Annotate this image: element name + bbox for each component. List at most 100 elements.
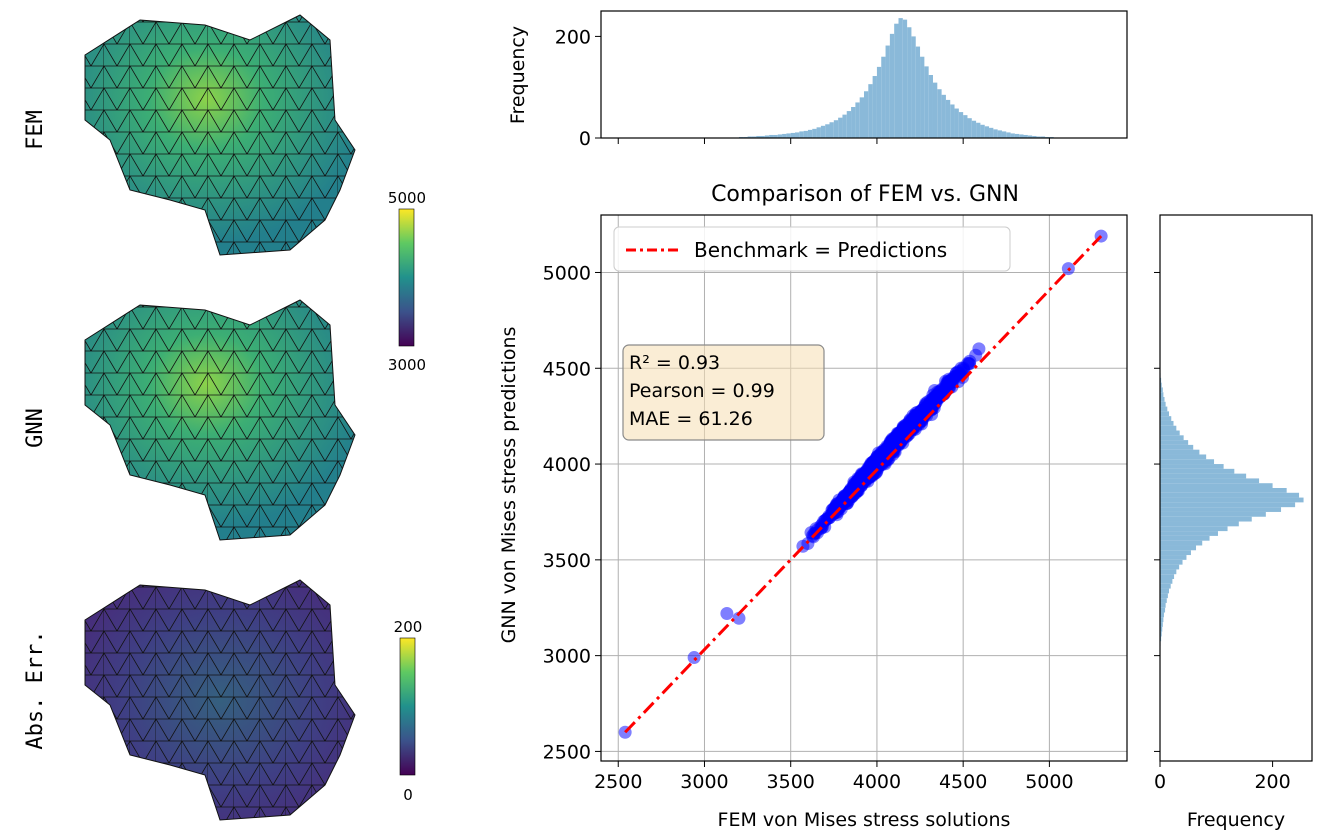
right-hist-bar (1160, 411, 1170, 417)
top-hist-bar (1014, 133, 1020, 138)
scatter-point (972, 342, 986, 356)
scatter-point (859, 465, 873, 479)
stat-mae: MAE = 61.26 (629, 408, 753, 430)
top-hist-bar (807, 129, 813, 138)
scatter-xlabel: FEM von Mises stress solutions (718, 809, 1011, 831)
top-hist-bar (868, 84, 873, 138)
top-hist-bar (911, 36, 916, 138)
top-hist-bar (859, 97, 864, 138)
scatter-point (912, 416, 926, 430)
top-hist-bar (851, 107, 856, 138)
scatter-point (934, 386, 948, 400)
top-hist-bar (872, 76, 877, 138)
scatter-point (720, 606, 734, 620)
top-hist-ylabel: Frequency (507, 26, 529, 124)
scatter-point (687, 651, 701, 665)
top-hist-bar (950, 104, 955, 138)
right-hist-bar (1160, 607, 1166, 613)
scatter-point (868, 454, 882, 468)
right-hist-bar (1160, 382, 1162, 388)
right-hist-xticks: 0 200 (1154, 761, 1291, 793)
top-hist-bar (777, 134, 783, 138)
right-hist-bar (1160, 444, 1194, 450)
right-hist-bar (1160, 540, 1203, 546)
right-hist-bar (1160, 454, 1207, 460)
right-x-tick-label: 0 (1154, 771, 1166, 793)
y-tick-label: 2500 (543, 741, 591, 763)
top-y-tick-label: 0 (579, 128, 591, 150)
top-hist-bar (876, 66, 882, 138)
x-tick-label: 3500 (767, 771, 815, 793)
top-hist-bar (1019, 134, 1024, 138)
y-tick-label: 3500 (543, 550, 591, 572)
right-hist-bar (1160, 468, 1235, 474)
top-hist-bars (730, 18, 1059, 139)
top-hist-bar (751, 136, 757, 138)
top-hist-bar (920, 56, 925, 138)
right-hist-bar (1160, 511, 1266, 517)
scatter-point (732, 611, 746, 625)
right-hist-bar (1160, 397, 1165, 402)
right-hist-bar (1160, 406, 1168, 412)
top-hist-yticks: 0 200 (555, 26, 601, 150)
right-hist-bar (1160, 483, 1273, 488)
right-hist-bar (1160, 516, 1252, 522)
top-hist-bar (945, 99, 951, 138)
right-hist-bars (1160, 373, 1304, 647)
right-hist-bar (1160, 631, 1162, 637)
top-hist-bar (812, 128, 817, 138)
right-hist-bar (1160, 602, 1166, 608)
stress-colorbar-min: 3000 (388, 356, 426, 374)
right-hist-bar (1160, 492, 1300, 498)
y-tick-label: 3000 (543, 646, 591, 668)
error-panel: Abs. Err. (23, 579, 356, 821)
top-hist-bar (889, 33, 895, 138)
top-hist-bar (773, 134, 778, 138)
right-histogram: 0 200 Frequency (1154, 214, 1313, 831)
top-hist-bar (855, 102, 860, 138)
right-hist-bar (1160, 526, 1228, 532)
top-hist-bar (756, 135, 761, 138)
scatter-point (917, 403, 931, 417)
scatter-cloud (796, 342, 986, 553)
top-hist-bar (825, 124, 830, 138)
top-hist-bar (1010, 133, 1015, 138)
top-hist-bar (928, 75, 933, 138)
x-tick-label: 3000 (680, 771, 728, 793)
right-hist-bar (1160, 435, 1184, 441)
right-hist-bar (1160, 507, 1282, 512)
top-hist-bar (1032, 135, 1037, 138)
scatter-yticks: 2500 3000 3500 4000 4500 5000 (543, 262, 601, 763)
error-colorbar-max: 200 (394, 618, 423, 636)
top-hist-bar (894, 23, 899, 139)
error-colorbar-min: 0 (403, 786, 413, 804)
right-hist-bar (1160, 387, 1163, 393)
right-hist-bar (1160, 626, 1163, 632)
y-tick-label: 5000 (543, 262, 591, 284)
scatter-title: Comparison of FEM vs. GNN (711, 182, 1019, 207)
right-hist-bar (1160, 588, 1170, 594)
right-x-tick-label: 200 (1254, 771, 1290, 793)
x-tick-label: 4500 (939, 771, 987, 793)
right-hist-bar (1160, 502, 1296, 508)
right-hist-bar (1160, 478, 1260, 484)
right-hist-bar (1160, 550, 1191, 556)
top-hist-bar (820, 125, 826, 138)
stats-box: R² = 0.93 Pearson = 0.99 MAE = 61.26 (622, 344, 825, 441)
top-hist-bar (1036, 136, 1041, 138)
top-hist-bar (989, 127, 994, 138)
right-hist-yticks (1154, 271, 1160, 752)
legend-label: Benchmark = Predictions (694, 238, 947, 262)
top-hist-bar (967, 118, 972, 138)
y-tick-label: 4000 (543, 454, 591, 476)
top-hist-bar (954, 108, 959, 138)
legend: Benchmark = Predictions (613, 226, 1011, 272)
right-hist-bar (1160, 579, 1173, 584)
top-hist-bar (769, 134, 774, 138)
top-hist-bar (764, 135, 770, 138)
top-hist-bar (937, 89, 942, 138)
top-hist-bar (907, 27, 912, 139)
top-hist-bar (902, 19, 908, 138)
right-hist-bar (1160, 473, 1247, 479)
